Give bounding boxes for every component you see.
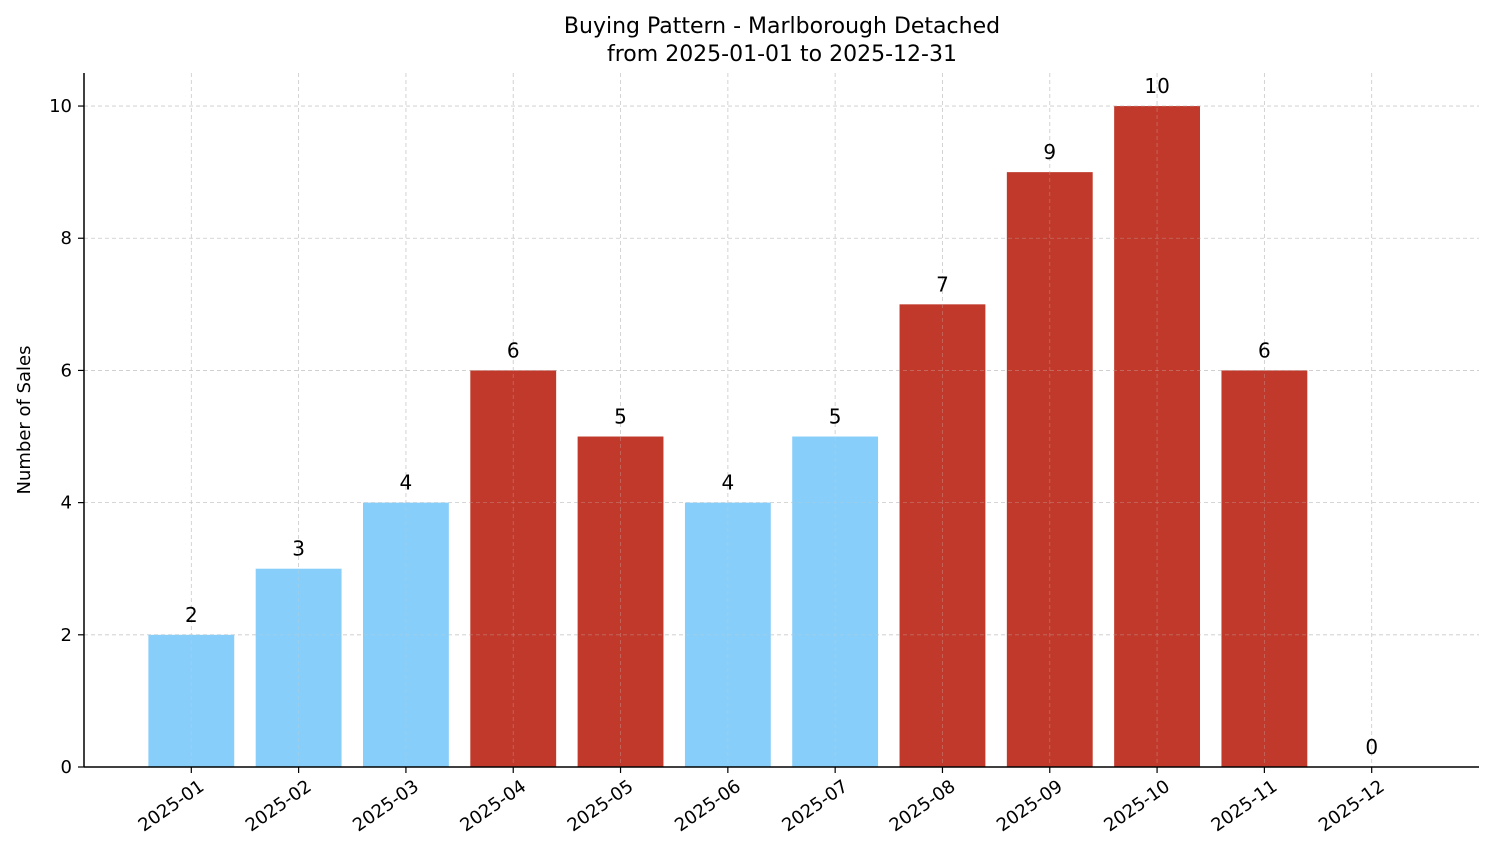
x-tick-label: 2025-05 — [564, 776, 638, 836]
bars — [148, 106, 1308, 768]
bar-2025-11 — [1221, 370, 1308, 767]
bar-2025-06 — [684, 502, 771, 767]
bar-2025-07 — [792, 436, 879, 767]
y-tick-label: 2 — [61, 625, 72, 646]
data-label: 7 — [936, 272, 949, 296]
bar-2025-04 — [470, 370, 557, 767]
x-tick-label: 2025-06 — [671, 776, 745, 836]
chart-title: Buying Pattern - Marlborough Detached — [564, 14, 1000, 39]
data-label: 6 — [507, 338, 520, 362]
bar-2025-01 — [148, 634, 235, 767]
x-tick-label: 2025-10 — [1100, 776, 1174, 836]
bar-2025-05 — [577, 436, 664, 767]
y-tick-label: 8 — [61, 228, 72, 249]
data-label: 9 — [1043, 140, 1056, 164]
bar-2025-08 — [899, 304, 986, 767]
data-label: 5 — [614, 405, 627, 429]
data-label: 5 — [829, 405, 842, 429]
chart-subtitle: from 2025-01-01 to 2025-12-31 — [607, 42, 957, 67]
bar-2025-10 — [1114, 106, 1200, 768]
x-tick-label: 2025-01 — [135, 776, 209, 836]
x-tick-label: 2025-02 — [242, 776, 316, 836]
bar-2025-03 — [363, 502, 449, 767]
x-tick-label: 2025-09 — [993, 776, 1067, 836]
data-label: 4 — [721, 471, 734, 495]
data-label: 6 — [1258, 338, 1271, 362]
bar-2025-02 — [255, 568, 342, 767]
x-tick-label: 2025-07 — [778, 776, 852, 836]
x-tick-label: 2025-11 — [1208, 776, 1282, 836]
data-label: 4 — [400, 471, 413, 495]
data-labels: 2 3 4 6 5 4 5 7 9 10 6 0 — [185, 74, 1378, 759]
x-tick-label: 2025-03 — [349, 776, 423, 836]
y-tick-label: 4 — [61, 493, 72, 514]
y-axis-label: Number of Sales — [14, 345, 35, 494]
x-tick-label: 2025-08 — [886, 776, 960, 836]
data-label: 2 — [185, 603, 198, 627]
bar-2025-09 — [1006, 172, 1093, 768]
x-tick-label: 2025-12 — [1315, 776, 1389, 836]
data-label: 3 — [292, 537, 305, 561]
y-tick-label: 0 — [61, 757, 72, 778]
y-tick-label: 10 — [49, 96, 72, 117]
x-tick-label: 2025-04 — [456, 776, 530, 836]
data-label: 10 — [1144, 74, 1169, 98]
data-label: 0 — [1365, 735, 1378, 759]
y-tick-label: 6 — [61, 360, 72, 381]
